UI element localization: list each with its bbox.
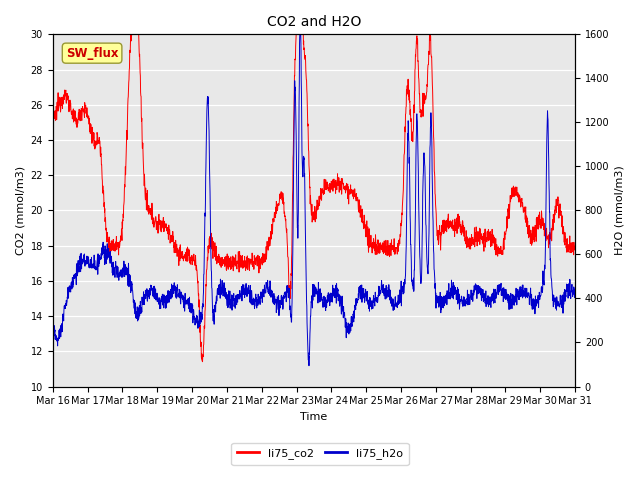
Text: SW_flux: SW_flux: [66, 47, 118, 60]
li75_co2: [198, 359, 206, 365]
li75_h2o: [305, 363, 313, 369]
li75_co2: [49, 122, 56, 128]
li75_co2: [525, 223, 533, 228]
li75_h2o: [466, 301, 474, 307]
li75_h2o: [540, 281, 548, 287]
li75_co2: [540, 227, 548, 232]
li75_h2o: [340, 310, 348, 315]
li75_co2: [572, 247, 579, 253]
li75_co2: [129, 14, 137, 20]
li75_h2o: [49, 322, 56, 328]
li75_h2o: [330, 292, 337, 298]
li75_h2o: [296, 32, 303, 37]
X-axis label: Time: Time: [300, 412, 328, 422]
li75_h2o: [525, 301, 533, 307]
Title: CO2 and H2O: CO2 and H2O: [267, 15, 361, 29]
Y-axis label: H2O (mmol/m3): H2O (mmol/m3): [615, 166, 625, 255]
Line: li75_h2o: li75_h2o: [52, 35, 575, 366]
li75_h2o: [195, 318, 202, 324]
li75_co2: [195, 291, 202, 297]
li75_co2: [466, 241, 474, 247]
Line: li75_co2: li75_co2: [52, 17, 575, 362]
li75_h2o: [572, 284, 579, 290]
Legend: li75_co2, li75_h2o: li75_co2, li75_h2o: [231, 443, 409, 465]
li75_co2: [330, 177, 337, 182]
Y-axis label: CO2 (mmol/m3): CO2 (mmol/m3): [15, 166, 25, 255]
li75_co2: [340, 185, 348, 191]
